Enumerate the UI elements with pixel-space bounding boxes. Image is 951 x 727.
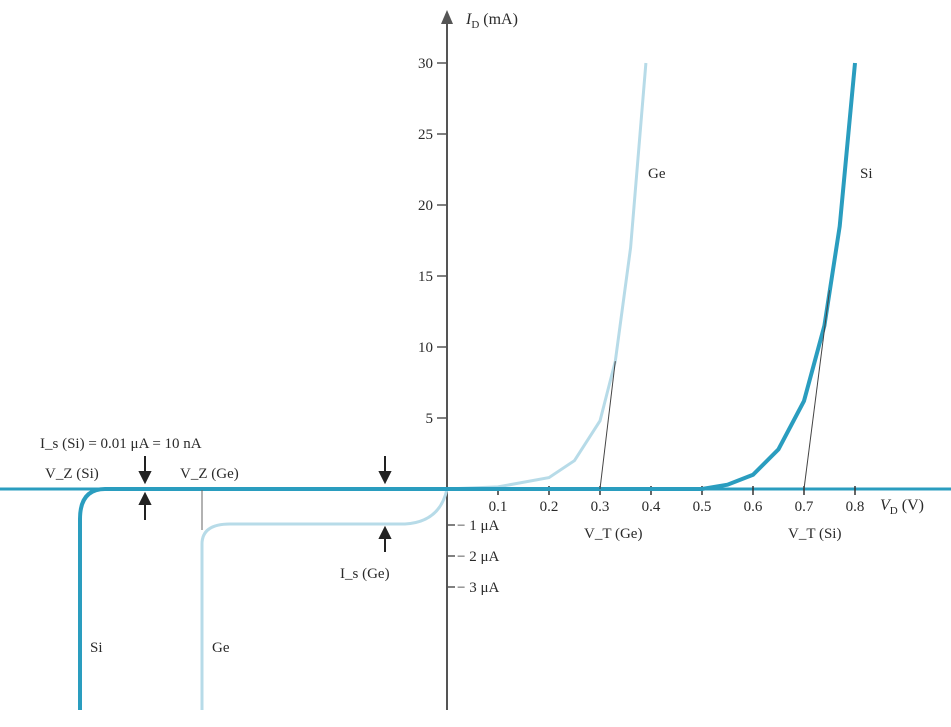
y-tick-label: 5 bbox=[426, 411, 434, 427]
si-breakdown-curve-label: Si bbox=[90, 640, 103, 656]
neg-tick-label: − 1 μA bbox=[457, 518, 500, 534]
y-axis-ticks: 5 10 15 20 25 30 bbox=[418, 56, 447, 427]
y-axis-title: ID (mA) bbox=[465, 11, 518, 31]
si-is-arrows bbox=[138, 456, 152, 520]
si-saturation-label: I_s (Si) = 0.01 μA = 10 nA bbox=[40, 436, 202, 452]
ge-is-arrows bbox=[378, 456, 392, 552]
y-tick-label: 25 bbox=[418, 127, 433, 143]
vt-ge-label: V_T (Ge) bbox=[584, 526, 642, 542]
x-tick-label: 0.1 bbox=[489, 499, 508, 515]
x-tick-label: 0.4 bbox=[642, 499, 661, 515]
x-tick-label: 0.3 bbox=[591, 499, 610, 515]
ge-saturation-label: I_s (Ge) bbox=[340, 566, 390, 582]
ge-breakdown-curve-label: Ge bbox=[212, 640, 230, 656]
neg-tick-label: − 3 μA bbox=[457, 580, 500, 596]
x-tick-label: 0.6 bbox=[744, 499, 763, 515]
vz-si-label: V_Z (Si) bbox=[45, 466, 99, 482]
si-threshold-tangent bbox=[803, 290, 830, 490]
ge-threshold-tangent bbox=[599, 361, 616, 490]
vz-ge-label: V_Z (Ge) bbox=[180, 466, 239, 482]
x-tick-label: 0.5 bbox=[693, 499, 712, 515]
neg-tick-label: − 2 μA bbox=[457, 549, 500, 565]
x-axis-title: VD (V) bbox=[880, 497, 924, 517]
si-curve-label: Si bbox=[860, 166, 873, 182]
ge-curve-label: Ge bbox=[648, 166, 666, 182]
y-tick-label: 20 bbox=[418, 198, 433, 214]
y-axis-arrow bbox=[441, 10, 453, 24]
y-tick-label: 10 bbox=[418, 340, 433, 356]
negative-current-ticks: − 1 μA − 2 μA − 3 μA bbox=[447, 518, 500, 596]
y-tick-label: 15 bbox=[418, 269, 433, 285]
series-ge-curve bbox=[200, 62, 648, 710]
vt-si-label: V_T (Si) bbox=[788, 526, 841, 542]
series-si-curve bbox=[78, 62, 857, 710]
x-tick-label: 0.8 bbox=[846, 499, 865, 515]
x-tick-label: 0.7 bbox=[795, 499, 814, 515]
x-tick-label: 0.2 bbox=[540, 499, 559, 515]
y-tick-label: 30 bbox=[418, 56, 433, 72]
